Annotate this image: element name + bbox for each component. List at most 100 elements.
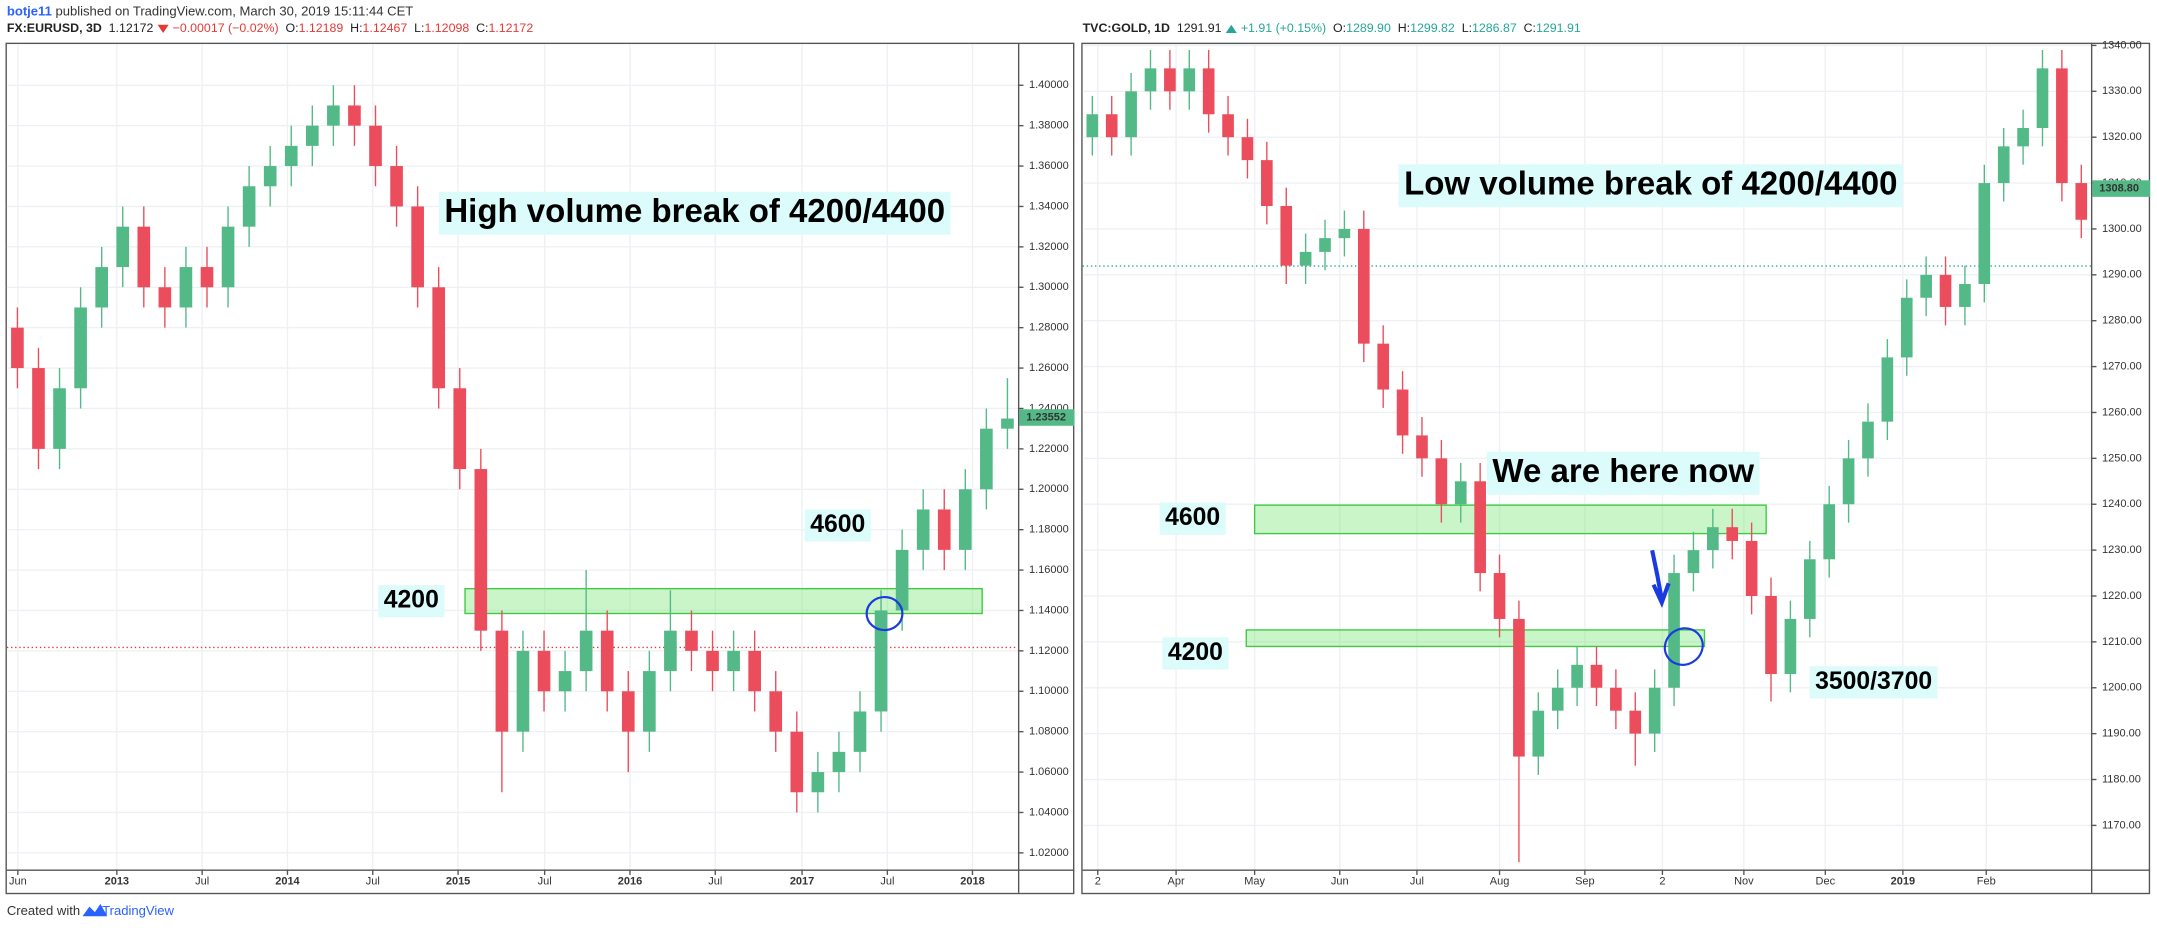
candle-body bbox=[1590, 664, 1603, 688]
annotation: We are here now bbox=[1492, 452, 1754, 489]
candle-body bbox=[1164, 68, 1176, 92]
brand-link[interactable]: TradingView bbox=[102, 904, 174, 919]
x-tick-label: Jul bbox=[195, 876, 209, 888]
ohlc-value: 1291.91 bbox=[1536, 21, 1581, 35]
candle-body bbox=[1105, 114, 1118, 138]
chart-frame bbox=[1081, 42, 2151, 895]
circle-drawing bbox=[1663, 627, 1704, 666]
candle-body bbox=[495, 630, 509, 732]
annotation-background bbox=[1162, 637, 1229, 670]
brand-logo bbox=[82, 903, 108, 917]
y-tick-label: 1260.00 bbox=[2102, 406, 2142, 418]
candle-body bbox=[242, 186, 256, 227]
price-tag-label: 1.23552 bbox=[1026, 411, 1066, 423]
candle-body bbox=[958, 489, 972, 550]
circle-drawing bbox=[865, 595, 904, 632]
y-tick-label: 1.20000 bbox=[1029, 483, 1069, 495]
ohlc-key: L: bbox=[414, 21, 424, 35]
candle-body bbox=[1241, 137, 1254, 161]
candle-body bbox=[832, 751, 846, 773]
y-tick-label: 1.28000 bbox=[1029, 322, 1069, 334]
last-value: 1291.91 bbox=[1177, 21, 1222, 35]
annotation: 4200 bbox=[384, 587, 439, 614]
candle-body bbox=[116, 226, 130, 268]
x-tick-label: Nov bbox=[1734, 876, 1754, 888]
footer-text: Created with bbox=[7, 904, 80, 919]
candle-body bbox=[411, 206, 424, 288]
annotation: 4200 bbox=[1168, 639, 1223, 666]
ohlc-key: O: bbox=[285, 21, 298, 35]
x-tick-label: 2018 bbox=[960, 876, 984, 888]
y-tick-label: 1.14000 bbox=[1029, 604, 1069, 616]
candle-body bbox=[1551, 687, 1564, 711]
x-tick-label: Jun bbox=[9, 876, 27, 888]
username[interactable]: botje11 bbox=[7, 4, 52, 19]
candle-body bbox=[1726, 527, 1739, 541]
ohlc-value: 1.12172 bbox=[488, 21, 533, 35]
y-tick-label: 1300.00 bbox=[2102, 223, 2142, 235]
candle-body bbox=[579, 630, 593, 672]
annotation: Low volume break of 4200/4400 bbox=[1404, 164, 1897, 201]
y-tick-label: 1240.00 bbox=[2102, 498, 2142, 510]
candle-body bbox=[1357, 228, 1370, 344]
change: −0.00017 (−0.02%) bbox=[173, 21, 279, 35]
candle-body bbox=[643, 671, 656, 732]
ohlc-value: 1.12098 bbox=[424, 21, 469, 35]
candle-body bbox=[1610, 687, 1622, 711]
ohlc-key: C: bbox=[1524, 21, 1536, 35]
candle-body bbox=[2056, 68, 2068, 184]
candle-body bbox=[158, 287, 172, 308]
candle-body bbox=[1745, 540, 1758, 596]
candle-body bbox=[1435, 458, 1448, 505]
candle-body bbox=[474, 469, 488, 631]
candle-body bbox=[980, 428, 993, 490]
x-tick-label: Jul bbox=[538, 876, 552, 888]
zone-box bbox=[1253, 504, 1767, 535]
y-tick-label: 1230.00 bbox=[2102, 544, 2142, 556]
candle-body bbox=[937, 509, 951, 550]
y-tick-label: 1.04000 bbox=[1029, 806, 1069, 818]
x-tick-label: 2 bbox=[1095, 876, 1101, 888]
ohlc-value: 1299.82 bbox=[1410, 21, 1455, 35]
annotation-background bbox=[438, 191, 951, 235]
candle-body bbox=[11, 327, 24, 369]
candle-body bbox=[1707, 527, 1719, 551]
candle-body bbox=[1532, 710, 1545, 757]
y-tick-label: 1.08000 bbox=[1029, 726, 1069, 738]
y-tick-label: 1.26000 bbox=[1029, 362, 1069, 374]
x-tick-label: Sep bbox=[1575, 876, 1595, 888]
x-tick-label: Jul bbox=[366, 876, 380, 888]
y-tick-label: 1210.00 bbox=[2102, 636, 2142, 648]
candle-body bbox=[327, 105, 340, 126]
candle-body bbox=[1881, 357, 1894, 422]
y-tick-label: 1220.00 bbox=[2102, 590, 2142, 602]
candle-body bbox=[1319, 238, 1331, 252]
x-tick-label: May bbox=[1244, 876, 1265, 888]
candle-body bbox=[1784, 618, 1797, 674]
ohlc-key: H: bbox=[1398, 21, 1410, 35]
candle-body bbox=[432, 287, 446, 389]
candle-body bbox=[1997, 146, 2010, 184]
candle-body bbox=[516, 650, 530, 732]
y-tick-label: 1.22000 bbox=[1029, 443, 1069, 455]
candle-body bbox=[1842, 458, 1855, 505]
annotation-background bbox=[804, 509, 871, 542]
candle-body bbox=[600, 630, 614, 692]
candle-body bbox=[74, 307, 87, 389]
annotation-background bbox=[1159, 502, 1226, 535]
x-tick-label: Dec bbox=[1816, 876, 1836, 888]
x-tick-label: 2 bbox=[1659, 876, 1665, 888]
candle-body bbox=[916, 509, 930, 550]
y-tick-label: 1330.00 bbox=[2102, 85, 2142, 97]
y-tick-label: 1340.00 bbox=[2102, 39, 2142, 51]
y-tick-label: 1.36000 bbox=[1029, 160, 1069, 172]
candle-body bbox=[1125, 91, 1137, 138]
x-tick-label: Jul bbox=[708, 876, 722, 888]
candle-body bbox=[811, 772, 825, 793]
candle-body bbox=[1920, 274, 1932, 298]
ohlc-value: 1.12467 bbox=[363, 21, 408, 35]
x-tick-label: 2013 bbox=[105, 876, 129, 888]
candle-body bbox=[1765, 595, 1777, 674]
candle-body bbox=[305, 125, 319, 146]
